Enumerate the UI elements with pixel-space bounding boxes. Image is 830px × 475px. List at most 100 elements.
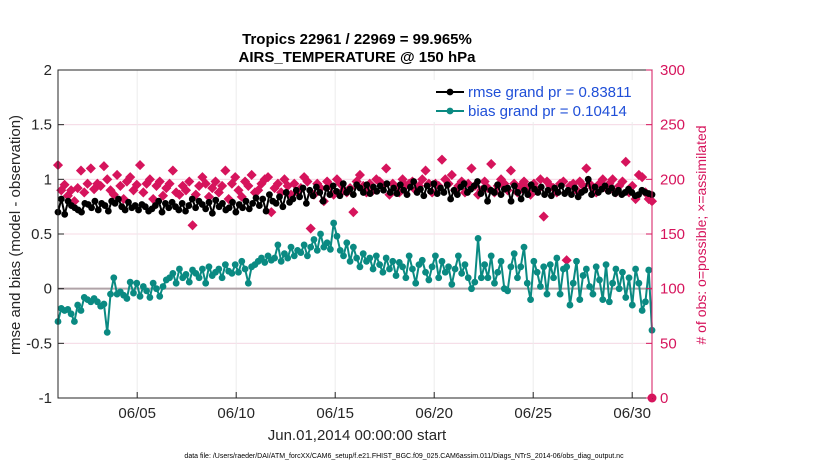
bias-point [464, 274, 472, 282]
bias-point [218, 274, 226, 282]
bias-point [195, 274, 203, 282]
rmse-point [188, 195, 196, 203]
bias-point [596, 276, 603, 284]
bias-point [287, 243, 295, 251]
rmse-point [544, 186, 552, 194]
rmse-point [494, 181, 502, 189]
obs-count-point [617, 176, 628, 187]
bias-point [445, 263, 452, 271]
bias-point [74, 301, 82, 309]
rmse-point [383, 180, 391, 188]
bias-point [556, 290, 564, 298]
rmse-point [534, 189, 542, 196]
rmse-point [497, 191, 505, 199]
obs-count-point [217, 180, 228, 191]
bias-point [182, 271, 190, 278]
rmse-point [91, 197, 99, 205]
bias-point [432, 252, 439, 260]
obs-count-point [197, 172, 208, 183]
bias-point [307, 243, 315, 251]
bias-point [428, 263, 436, 271]
bias-point [645, 266, 653, 274]
rmse-point [125, 198, 132, 206]
bias-point [477, 274, 485, 282]
rmse-point [158, 208, 166, 216]
bias-point [438, 257, 446, 265]
rmse-point [115, 195, 122, 203]
bias-point [504, 287, 512, 295]
bias-point [537, 283, 544, 290]
obs-count-point [505, 165, 516, 176]
rmse-point [326, 191, 334, 199]
rmse-point [276, 193, 283, 201]
rmse-point [208, 209, 216, 217]
bias-point [123, 295, 131, 302]
rmse-point [202, 205, 210, 213]
obs-count-point [262, 172, 274, 183]
bias-point [300, 241, 308, 249]
bias-point [517, 263, 525, 271]
rmse-point [101, 202, 109, 209]
rmse-point [262, 207, 270, 215]
obs-count-point [246, 169, 257, 181]
bias-point [399, 263, 406, 271]
bias-point [523, 279, 531, 287]
bias-point [520, 243, 528, 251]
rmse-point [490, 189, 498, 196]
obs-count-point [538, 211, 549, 222]
rmse-point [484, 197, 491, 205]
obs-count-point [210, 176, 221, 187]
bias-point [153, 285, 160, 293]
rmse-point [329, 182, 337, 190]
bias-point [448, 280, 456, 288]
obs-count-point [637, 172, 648, 183]
rmse-point [403, 191, 411, 199]
rmse-point [245, 205, 253, 213]
rmse-point [309, 192, 317, 200]
bias-point [353, 254, 361, 262]
bias-point [159, 283, 167, 290]
data-file-footnote: data file: /Users/raeder/DAI/ATM_forcXX/… [184, 453, 624, 460]
rmse-point [182, 207, 189, 215]
x-tick-label: 06/10 [217, 405, 255, 422]
bias-point [619, 268, 626, 276]
rmse-point [443, 181, 451, 189]
obs-count-point [82, 178, 93, 189]
bias-point [172, 279, 180, 287]
bias-point [582, 265, 590, 273]
rmse-point [417, 185, 424, 193]
y-right-tick-label: 250 [660, 117, 685, 134]
obs-count-point [180, 185, 192, 196]
rmse-point [319, 197, 327, 205]
y-tick-label: -0.5 [26, 335, 52, 352]
bias-point [202, 279, 210, 287]
rmse-point [165, 204, 173, 212]
rmse-point [517, 195, 525, 203]
rmse-point [373, 187, 381, 195]
rmse-point [88, 204, 95, 212]
rmse-point [104, 207, 112, 215]
bias-point [530, 257, 538, 265]
obs-count-point [466, 163, 477, 174]
bias-point [484, 274, 492, 282]
bias-point [402, 274, 410, 282]
bias-point [376, 261, 384, 269]
bias-point [156, 292, 164, 300]
y-right-tick-label: 200 [660, 171, 685, 188]
obs-count-point [607, 174, 618, 185]
rmse-point [480, 184, 488, 192]
legend-label: bias grand pr = 0.10414 [468, 103, 627, 120]
bias-point [507, 263, 515, 271]
rmse-point [61, 210, 69, 218]
y-right-tick-label: 300 [660, 62, 685, 79]
obs-count-point [174, 189, 185, 200]
y-right-tick-label: 50 [660, 335, 677, 352]
obs-count-point [381, 163, 392, 174]
obs-count-point [134, 160, 146, 171]
rmse-point [266, 191, 273, 199]
y-right-tick-label: 0 [660, 390, 668, 407]
bias-point [238, 257, 246, 265]
bias-point [143, 287, 151, 295]
rmse-point [225, 204, 233, 212]
